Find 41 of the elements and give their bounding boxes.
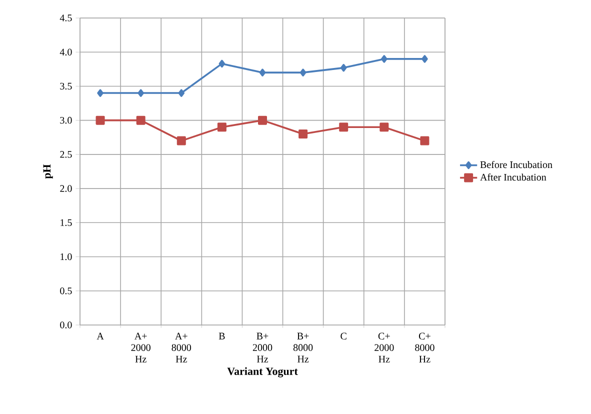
x-tick-label: A+ 8000 Hz <box>172 332 192 362</box>
point <box>259 68 266 76</box>
point <box>176 136 186 146</box>
x-tick-label: B+ 2000 Hz <box>252 332 272 362</box>
point <box>381 55 388 63</box>
y-axis-title: pH <box>43 164 53 179</box>
x-tick-label: B+ 8000 Hz <box>293 332 313 362</box>
y-tick-label: 3.0 <box>60 116 72 124</box>
y-tick-label: 0.0 <box>60 322 72 328</box>
legend-label: After Incubation <box>480 173 546 181</box>
x-tick-label: A+ 2000 Hz <box>131 332 150 362</box>
y-tick-label: 1.5 <box>60 219 72 226</box>
point <box>218 60 226 68</box>
point <box>217 122 226 132</box>
x-tick-label: C+ 8000 Hz <box>415 332 434 362</box>
x-tick-label: B <box>218 332 225 340</box>
legend-label: Before Incubation <box>480 160 552 168</box>
x-axis-title: Variant Yogurt <box>227 367 298 378</box>
point <box>300 68 306 76</box>
y-tick-label: 4.0 <box>60 48 72 56</box>
point <box>340 64 347 72</box>
point <box>97 89 104 97</box>
x-tick-label: A <box>96 332 104 340</box>
point <box>422 55 428 63</box>
y-tick-label: 3.5 <box>60 82 72 90</box>
point <box>138 89 144 97</box>
y-tick-label: 4.5 <box>60 14 72 22</box>
x-tick-label: C+ 2000 Hz <box>374 332 394 362</box>
point <box>339 122 348 132</box>
y-tick-label: 1.0 <box>60 253 72 260</box>
y-tick-label: 2.0 <box>60 185 72 192</box>
x-tick-label: C <box>340 332 346 340</box>
y-tick-label: 0.5 <box>60 287 72 294</box>
y-tick-label: 2.5 <box>60 151 72 158</box>
point <box>178 89 185 97</box>
point <box>298 129 308 138</box>
point <box>96 116 105 125</box>
point <box>258 116 267 125</box>
point <box>420 136 430 146</box>
point <box>380 122 389 132</box>
point <box>136 116 146 125</box>
